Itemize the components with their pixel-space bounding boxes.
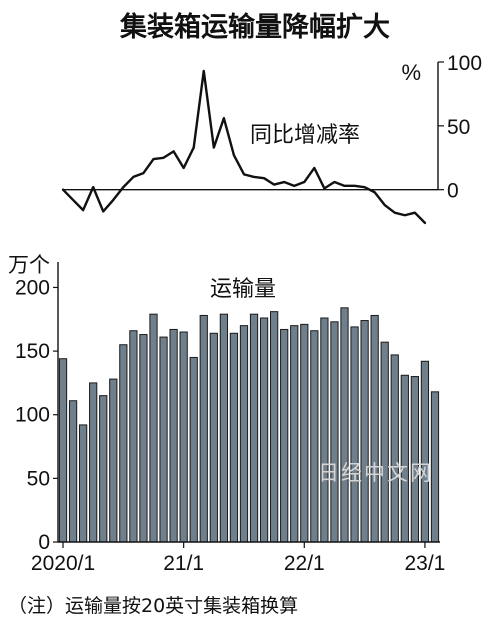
bar — [139, 334, 148, 543]
y-tick-label: 200 — [15, 276, 50, 299]
y-tick-label: 100 — [15, 404, 50, 427]
bar — [129, 330, 138, 543]
bar — [89, 382, 98, 543]
bar — [310, 330, 319, 543]
bar-panel: 万个 运输量 0 50 100 150 200 2020/1 21/1 22/1 23/1 — [8, 253, 445, 575]
bar — [280, 328, 289, 543]
bar — [300, 323, 309, 543]
watermark: 日经中文网 — [318, 461, 433, 485]
x-tick-label: 23/1 — [404, 552, 445, 575]
y-tick-label: 0 — [38, 531, 50, 554]
bar — [209, 332, 218, 543]
y-tick-label: 150 — [15, 340, 50, 363]
bar — [119, 344, 128, 543]
bar — [270, 311, 279, 543]
bar — [340, 307, 349, 543]
bar — [159, 336, 168, 543]
bar — [410, 376, 419, 543]
bar — [149, 313, 158, 543]
bar-unit-label: 万个 — [8, 253, 50, 277]
bar — [380, 341, 389, 543]
bar — [390, 354, 399, 543]
bar — [239, 325, 249, 543]
bar — [68, 400, 78, 543]
chart-title: 集装箱运输量降幅扩大 — [119, 11, 390, 43]
bar — [400, 374, 409, 543]
bar — [330, 321, 339, 543]
bar — [249, 313, 259, 543]
line-y-tick-label: 100 — [447, 52, 482, 75]
bar — [79, 424, 88, 543]
bar — [58, 358, 68, 543]
bar — [219, 313, 228, 543]
bar — [229, 332, 239, 543]
bar — [99, 395, 108, 543]
x-tick-label: 22/1 — [284, 552, 325, 575]
line-unit-label: % — [401, 60, 421, 85]
yoy-line — [61, 69, 427, 225]
bar — [320, 317, 329, 543]
bar — [290, 325, 299, 543]
bar — [189, 356, 198, 543]
bar — [169, 328, 178, 543]
bar — [370, 314, 379, 543]
bar — [109, 378, 118, 543]
line-y-tick-label: 0 — [447, 180, 459, 203]
bar — [360, 320, 369, 543]
bar — [420, 360, 430, 543]
bar — [350, 326, 359, 543]
line-series-label: 同比增减率 — [250, 123, 360, 148]
footnote: （注）运输量按20英寸集装箱换算 — [8, 595, 298, 617]
x-tick-label: 21/1 — [163, 552, 204, 575]
bar-series-label: 运输量 — [210, 277, 276, 302]
line-panel: % 同比增减率 0 50 100 — [61, 52, 482, 225]
x-tick-label: 2020/1 — [31, 552, 95, 575]
bar — [259, 317, 269, 543]
bar — [199, 314, 208, 543]
line-y-tick-label: 50 — [447, 116, 470, 139]
bar — [179, 331, 188, 543]
y-tick-label: 50 — [27, 467, 50, 490]
